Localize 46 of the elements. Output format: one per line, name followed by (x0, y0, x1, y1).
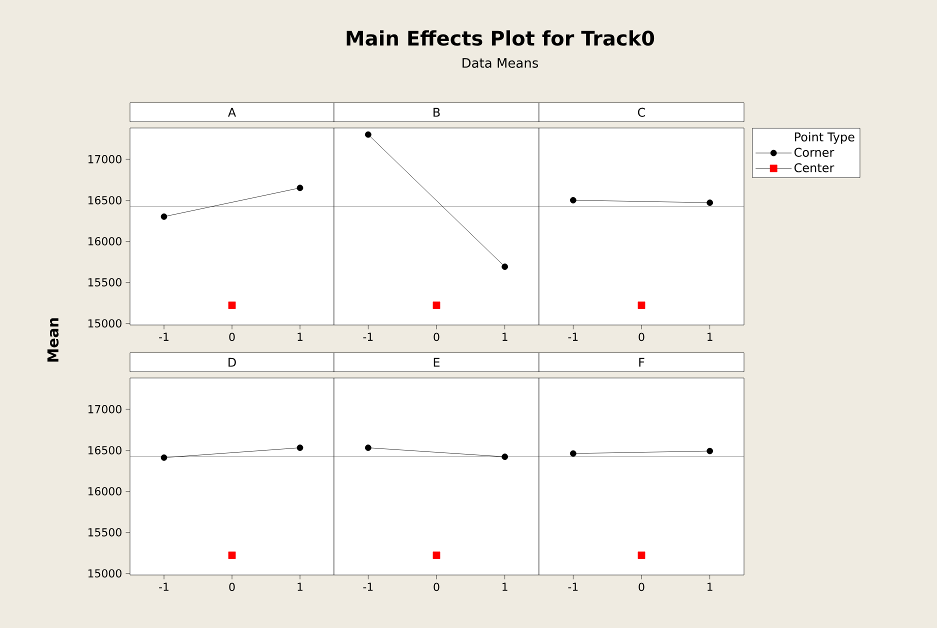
point (296, 184, 304, 192)
y-tick-label: 16500 (88, 446, 122, 454)
chart-title: C (638, 108, 646, 117)
chart-title: D (228, 358, 236, 367)
x-tick-label: -1 (363, 582, 373, 591)
x-tick-label: 1 (502, 582, 508, 591)
chart-title: A (228, 108, 236, 117)
y-tick-label: 17000 (88, 155, 122, 164)
x-tick-label: 0 (638, 332, 644, 342)
x-tick-label: 1 (502, 332, 508, 341)
x-tick-label: 0 (434, 582, 440, 592)
text: Main Effects Plot for Track0 (346, 30, 654, 46)
x-tick-label: -1 (363, 332, 373, 341)
y-tick-label: 16000 (88, 487, 122, 496)
legend-label: Center (794, 163, 834, 172)
y-tick-label: 15500 (88, 528, 122, 536)
y-tick-label: 16000 (88, 237, 122, 246)
point (228, 302, 236, 309)
x-tick-label: -1 (159, 582, 168, 591)
chart-title: E (434, 358, 440, 367)
point (296, 444, 304, 451)
legend-label: Corner (794, 148, 834, 157)
chart-title: B (434, 108, 440, 117)
y-tick-label: 15000 (88, 569, 122, 578)
x-tick-label: -1 (159, 332, 168, 341)
x-tick-label: -1 (568, 332, 578, 341)
x-tick-label: -1 (568, 582, 578, 591)
y-tick-label: 17000 (88, 405, 122, 414)
legend-title: Point Type (794, 132, 854, 144)
x-tick-label: 0 (229, 332, 235, 342)
x-tick-label: 1 (298, 332, 302, 341)
point (160, 454, 168, 461)
x-tick-label: 0 (638, 582, 644, 592)
x-tick-label: 1 (298, 582, 302, 591)
chart-title: F (639, 358, 644, 367)
point (228, 552, 236, 559)
y-tick-label: 15500 (88, 278, 122, 286)
point (160, 213, 168, 220)
x-tick-label: 0 (229, 582, 235, 592)
text: Mean (47, 318, 59, 362)
x-tick-label: 1 (708, 332, 712, 341)
y-tick-label: 16500 (88, 196, 122, 204)
x-tick-label: 0 (434, 332, 440, 342)
y-tick-label: 15000 (88, 319, 122, 328)
x-tick-label: 1 (708, 582, 712, 591)
text: Data Means (462, 58, 538, 68)
